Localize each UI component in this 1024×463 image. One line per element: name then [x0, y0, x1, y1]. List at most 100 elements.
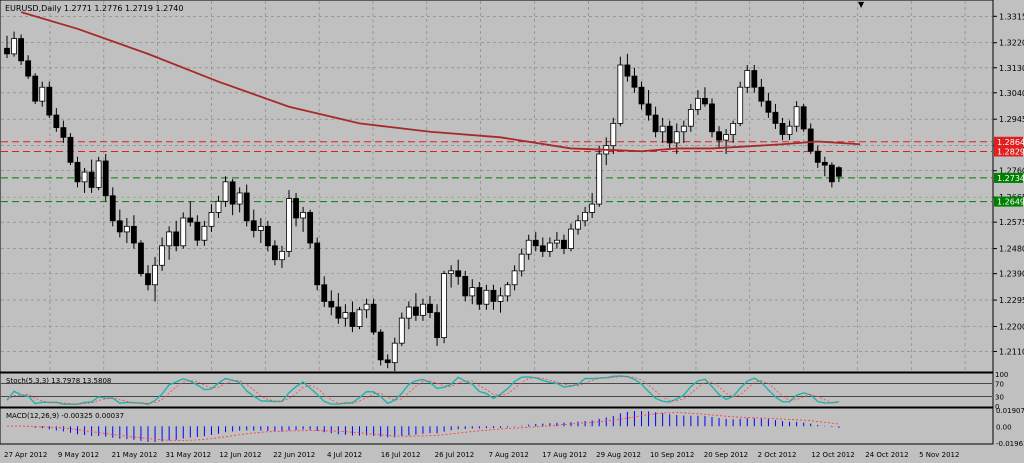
- candle-body-down: [807, 128, 814, 152]
- candle: [828, 162, 835, 188]
- candle-body-down: [102, 160, 109, 197]
- macd-title: MACD(12,26,9) -0.00325 0.00037: [6, 412, 124, 420]
- candle-body-down: [173, 231, 180, 247]
- candle: [441, 270, 448, 344]
- candle: [476, 281, 483, 310]
- macd-axis: 0.01907 0.00 -0.01961: [996, 407, 1024, 448]
- macd-tick-label: 0.01907: [996, 407, 1024, 415]
- candle-body-up: [11, 38, 17, 55]
- candle: [116, 209, 123, 238]
- candle-body-up: [363, 303, 370, 311]
- candle-body-down: [765, 100, 772, 113]
- candle: [532, 231, 539, 252]
- price-tick-label: 1.2110: [999, 348, 1024, 357]
- candle: [264, 220, 271, 252]
- candle: [836, 166, 842, 183]
- candle: [568, 223, 574, 252]
- candle: [180, 212, 187, 249]
- candle: [652, 106, 659, 138]
- candle: [412, 293, 419, 321]
- candle-body-up: [300, 212, 307, 219]
- candle: [821, 156, 828, 177]
- price-tick-label: 1.2945: [999, 115, 1024, 124]
- macd-panel[interactable]: [0, 407, 994, 445]
- candle-body-down: [434, 312, 440, 339]
- chart-title: EURUSD,Daily 1.2771 1.2776 1.2719 1.2740: [5, 4, 184, 13]
- candle: [4, 35, 10, 59]
- candle: [293, 192, 299, 227]
- candle: [645, 90, 652, 121]
- candlestick-series: [4, 31, 842, 371]
- stoch-main-line: [6, 375, 839, 406]
- price-axis: 1.33151.32201.31301.30401.29451.28501.27…: [993, 12, 1024, 357]
- candle: [490, 284, 497, 310]
- price-tick-label: 1.2760: [999, 167, 1024, 176]
- candle-body-down: [264, 225, 271, 247]
- price-tick-label: 1.2295: [999, 296, 1024, 305]
- candle: [300, 206, 307, 232]
- candle: [286, 190, 292, 257]
- candle-body-up: [356, 309, 363, 327]
- candle-body-up: [582, 212, 588, 222]
- candle-body-up: [257, 225, 264, 231]
- candle: [723, 128, 729, 155]
- time-tick-label: 20 Sep 2012: [704, 451, 748, 459]
- candle-body-down: [412, 306, 419, 316]
- candle: [67, 133, 74, 166]
- candle: [60, 120, 67, 143]
- candle-body-up: [504, 284, 511, 297]
- candle-body-down: [243, 192, 250, 222]
- candle: [145, 265, 151, 291]
- candle: [321, 276, 328, 308]
- candle: [159, 237, 166, 271]
- candle: [744, 64, 751, 93]
- candle-body-down: [539, 245, 546, 252]
- candle-body-up: [723, 134, 729, 141]
- candle: [751, 64, 758, 93]
- candle-body-up: [159, 245, 166, 266]
- candle-body-down: [800, 106, 807, 130]
- stochastic-title: Stoch(5,3,3) 13.7978 13.5808: [6, 377, 111, 385]
- candle: [271, 240, 278, 266]
- candle: [730, 120, 737, 143]
- time-tick-label: 7 Aug 2012: [488, 451, 528, 459]
- candle-body-down: [716, 131, 722, 141]
- candle: [236, 187, 243, 213]
- candle-body-up: [744, 70, 751, 88]
- stoch-tick-label: 100: [995, 371, 1008, 379]
- candle: [539, 237, 546, 257]
- time-tick-label: 9 May 2012: [58, 451, 99, 459]
- stochastic-lines: [1, 375, 992, 406]
- macd-signal-line: [6, 412, 839, 441]
- candle-body-down: [702, 97, 708, 105]
- candle: [363, 298, 370, 319]
- candle: [109, 187, 116, 227]
- level-tag-label: 1.2864: [997, 138, 1024, 147]
- candle: [462, 270, 469, 302]
- candle-body-down: [74, 161, 81, 183]
- candle: [95, 156, 102, 191]
- candle-body-down: [293, 198, 299, 219]
- candle: [596, 145, 603, 207]
- candle: [779, 117, 786, 141]
- candle: [582, 206, 588, 227]
- candle: [659, 117, 666, 143]
- candle-body-up: [546, 242, 553, 252]
- candle-body-down: [130, 225, 137, 244]
- candle-body-down: [427, 303, 433, 313]
- candle-body-down: [462, 276, 469, 297]
- candle: [554, 231, 560, 249]
- candle-body-up: [81, 171, 88, 183]
- stochastic-panel[interactable]: [0, 372, 994, 408]
- candle: [737, 81, 744, 127]
- candle-body-down: [779, 123, 786, 135]
- candle-body-down: [561, 239, 567, 249]
- candle: [511, 265, 518, 291]
- time-tick-label: 31 May 2012: [165, 451, 211, 459]
- price-panel[interactable]: [0, 0, 994, 373]
- scroll-marker-icon[interactable]: ▼: [858, 0, 865, 9]
- candle-body-up: [610, 123, 617, 147]
- candle: [814, 145, 821, 168]
